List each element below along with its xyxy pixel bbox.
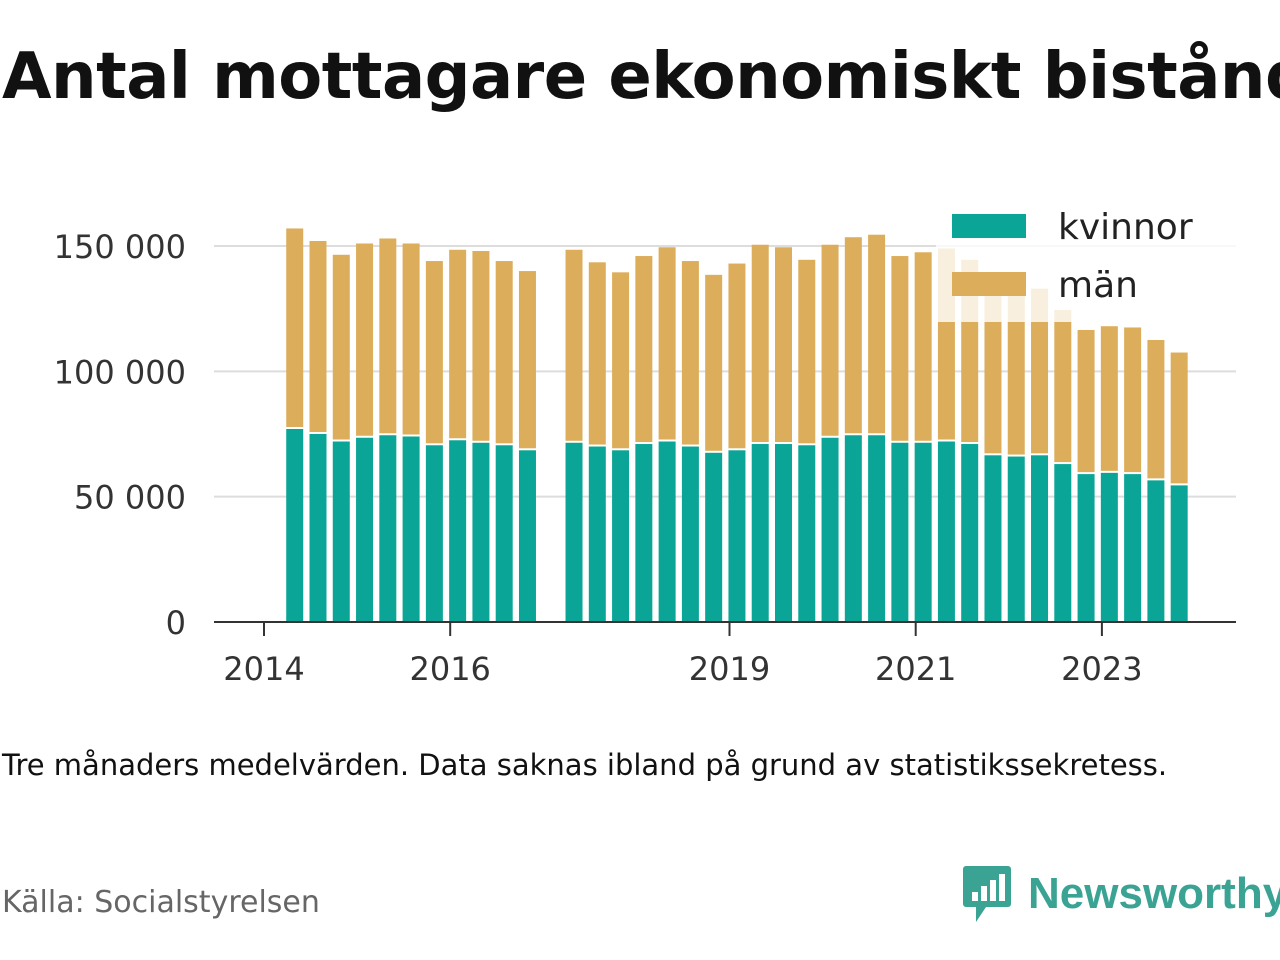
bar-man: [658, 247, 676, 440]
bar-kvinnor: [1124, 474, 1142, 622]
bar-man: [402, 243, 420, 435]
bar-kvinnor: [961, 444, 979, 622]
bar-man: [914, 252, 932, 441]
bar-kvinnor: [705, 452, 723, 622]
bar-man: [868, 234, 886, 434]
legend-swatch: [952, 214, 1026, 238]
bar-kvinnor: [518, 450, 536, 622]
y-tick-label: 50 000: [74, 479, 186, 517]
bar-man: [891, 256, 909, 441]
legend-label: kvinnor: [1058, 207, 1193, 248]
y-tick-label: 0: [166, 604, 186, 642]
bar-kvinnor: [984, 455, 1002, 622]
bar-man: [728, 263, 746, 449]
bar-man: [588, 262, 606, 445]
bar-man: [425, 261, 443, 444]
bar-man: [495, 261, 513, 444]
bar-kvinnor: [309, 434, 327, 622]
bar-kvinnor: [379, 435, 397, 622]
legend-label: män: [1058, 265, 1138, 306]
bar-man: [844, 237, 862, 434]
x-tick-label: 2023: [1061, 650, 1142, 688]
bar-kvinnor: [844, 435, 862, 622]
bar-man: [1031, 288, 1049, 454]
bar-man: [379, 238, 397, 434]
bar-kvinnor: [565, 442, 583, 622]
bar-kvinnor: [402, 436, 420, 622]
bar-man: [565, 249, 583, 441]
bar-kvinnor: [868, 435, 886, 622]
bar-kvinnor: [798, 445, 816, 622]
bar-kvinnor: [1147, 480, 1165, 622]
bar-kvinnor: [891, 442, 909, 622]
legend: kvinnor män: [936, 196, 1236, 322]
bar-man: [1077, 329, 1095, 473]
bar-man: [1007, 286, 1025, 455]
bar-kvinnor: [286, 428, 304, 622]
x-tick-label: 2014: [223, 650, 304, 688]
bar-kvinnor: [1007, 456, 1025, 622]
y-tick-label: 100 000: [54, 353, 186, 391]
bar-kvinnor: [495, 445, 513, 622]
bar-kvinnor: [1100, 472, 1118, 622]
bar-kvinnor: [658, 441, 676, 622]
bar-man: [984, 278, 1002, 454]
bar-kvinnor: [332, 441, 350, 622]
bar-kvinnor: [1054, 464, 1072, 622]
bar-man: [332, 254, 350, 440]
bar-kvinnor: [472, 442, 490, 622]
bar-kvinnor: [914, 442, 932, 622]
y-tick-label: 150 000: [54, 228, 186, 266]
bar-man: [449, 249, 467, 439]
bar-kvinnor: [588, 446, 606, 622]
legend-swatch: [952, 272, 1026, 296]
brand-name: Newsworthy: [1028, 869, 1280, 918]
bar-kvinnor: [612, 450, 630, 622]
bar-kvinnor: [751, 444, 769, 622]
bar-man: [821, 244, 839, 436]
bar-man: [751, 244, 769, 443]
bar-man: [1124, 327, 1142, 473]
bar-man: [705, 274, 723, 451]
bar-kvinnor: [1077, 474, 1095, 622]
bar-man: [1100, 326, 1118, 471]
x-tick-label: 2016: [409, 650, 490, 688]
bar-kvinnor: [821, 437, 839, 622]
bar-man: [1170, 352, 1188, 484]
bar-man: [309, 240, 327, 432]
bars: [286, 228, 1188, 622]
bar-kvinnor: [356, 437, 374, 622]
bar-kvinnor: [1031, 455, 1049, 622]
bar-man: [356, 243, 374, 436]
x-tick-label: 2021: [875, 650, 956, 688]
bar-man: [635, 256, 653, 443]
bar-kvinnor: [681, 446, 699, 622]
bar-man: [1147, 340, 1165, 479]
brand-logo: Newsworthy: [962, 862, 1280, 926]
newsworthy-logo-icon: [963, 866, 1011, 922]
bar-man: [472, 251, 490, 441]
x-tick-label: 2019: [689, 650, 770, 688]
bar-kvinnor: [425, 445, 443, 622]
bar-man: [798, 259, 816, 444]
bar-kvinnor: [937, 441, 955, 622]
bar-kvinnor: [449, 440, 467, 622]
bar-man: [1054, 309, 1072, 463]
bar-man: [681, 261, 699, 445]
bar-kvinnor: [1170, 485, 1188, 622]
bar-man: [612, 272, 630, 449]
source-text: Källa: Socialstyrelsen: [2, 885, 320, 920]
bar-chart: 2014 2016 2019 2021 2023 0 50 000 100 000 150 0…: [53, 196, 1236, 688]
x-axis-ticks: 2014 2016 2019 2021 2023: [223, 622, 1143, 688]
bar-kvinnor: [774, 444, 792, 622]
bar-kvinnor: [635, 444, 653, 622]
bar-kvinnor: [728, 450, 746, 622]
bar-man: [518, 271, 536, 449]
bar-man: [774, 247, 792, 443]
y-axis-ticks: 0 50 000 100 000 150 000: [54, 228, 186, 642]
chart-note: Tre månaders medelvärden. Data saknas ib…: [2, 748, 1168, 782]
bar-man: [286, 228, 304, 427]
chart-title: Antal mottagare ekonomiskt bistånd: [2, 40, 1280, 114]
